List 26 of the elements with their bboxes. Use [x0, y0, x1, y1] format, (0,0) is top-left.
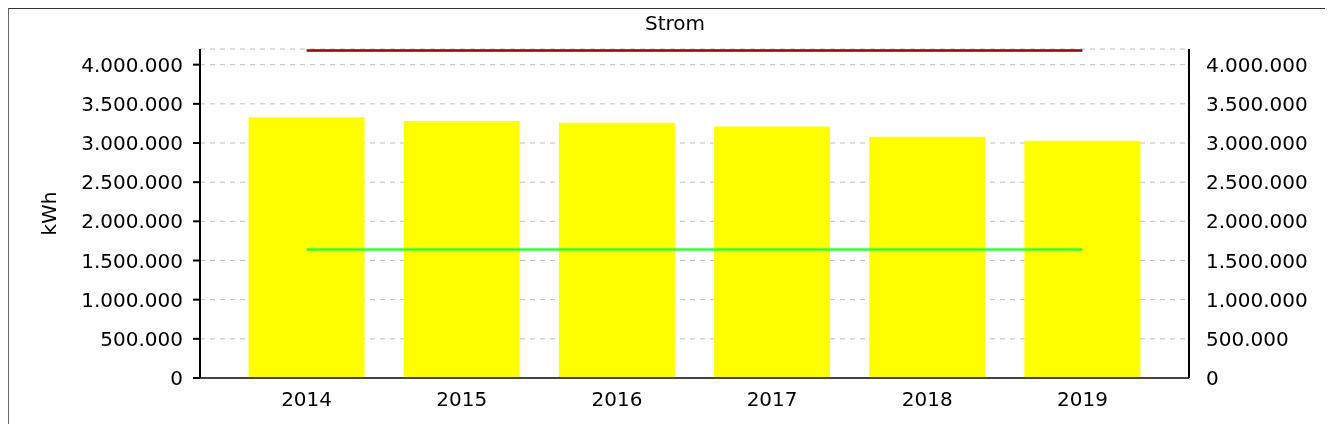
- y2-tick-label: 4.000.000: [1206, 52, 1308, 77]
- y-tick-label: 3.000.000: [81, 131, 183, 156]
- y-tick-label: 500.000: [100, 326, 183, 351]
- y2-tick-label: 0: [1206, 366, 1219, 391]
- y2-tick-label: 2.500.000: [1206, 170, 1308, 195]
- y2-tick-label: 500.000: [1206, 326, 1289, 351]
- y2-tick-label: 3.000.000: [1206, 131, 1308, 156]
- x-tick-label: 2018: [901, 387, 953, 412]
- y-axis-title: kWh: [37, 191, 62, 236]
- x-tick-label: 2016: [591, 387, 643, 412]
- chart-title: Strom: [643, 10, 706, 37]
- x-tick-label: 2014: [281, 387, 333, 412]
- y-tick-label: 4.000.000: [81, 52, 183, 77]
- x-tick-label: 2017: [746, 387, 798, 412]
- y-tick-label: 2.500.000: [81, 170, 183, 195]
- x-tick-label: 2019: [1056, 387, 1108, 412]
- y2-tick-label: 3.500.000: [1206, 91, 1308, 116]
- y-tick-label: 0: [170, 366, 183, 391]
- x-tick-label: 2015: [436, 387, 488, 412]
- y-tick-label: 2.000.000: [81, 209, 183, 234]
- y-tick-label: 1.000.000: [81, 287, 183, 312]
- y2-tick-label: 2.000.000: [1206, 209, 1308, 234]
- y-tick-label: 1.500.000: [81, 248, 183, 273]
- y-tick-label: 3.500.000: [81, 91, 183, 116]
- y2-tick-label: 1.500.000: [1206, 248, 1308, 273]
- y2-tick-label: 1.000.000: [1206, 287, 1308, 312]
